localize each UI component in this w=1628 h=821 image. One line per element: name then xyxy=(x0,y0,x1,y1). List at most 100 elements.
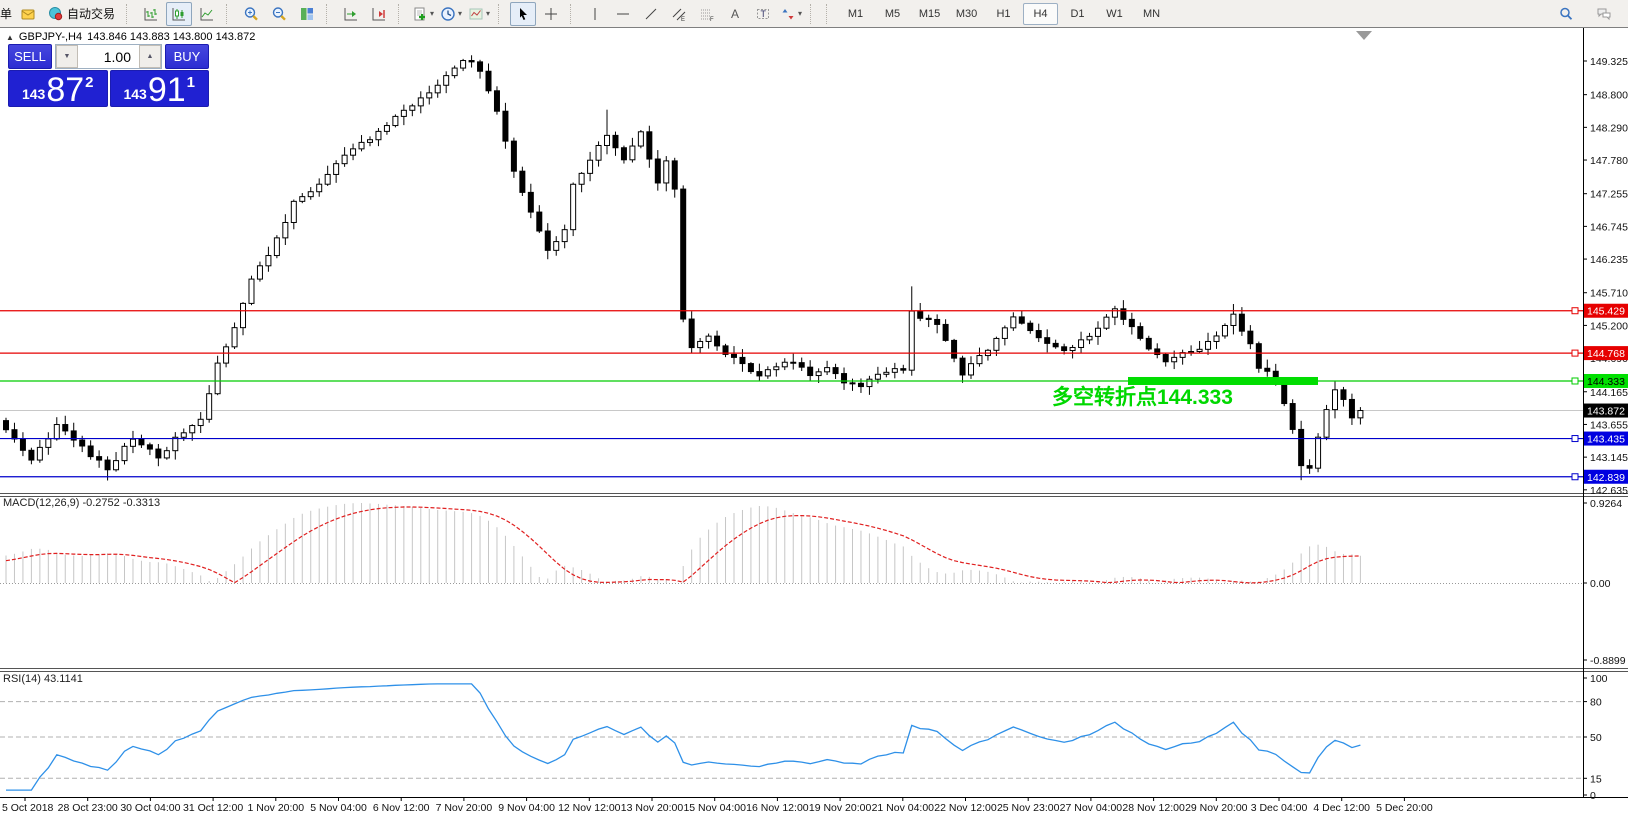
symbol-name: GBPJPY-,H4 xyxy=(18,31,83,43)
timeframe-M1[interactable]: M1 xyxy=(847,7,864,20)
timeframe-M30[interactable]: M30 xyxy=(955,7,978,20)
svg-text:144.768: 144.768 xyxy=(1587,348,1625,360)
svg-text:0: 0 xyxy=(1590,790,1596,802)
dropdown-arrow-icon[interactable]: ▾ xyxy=(430,9,435,18)
collapse-icon[interactable]: ▲ xyxy=(6,32,14,42)
timeframe-D1[interactable]: D1 xyxy=(1070,7,1085,20)
sell-price-sup: 2 xyxy=(85,74,94,91)
new-order-button[interactable] xyxy=(15,2,41,26)
line-chart-button[interactable] xyxy=(194,2,220,26)
text-icon: A xyxy=(731,7,739,21)
svg-text:148.290: 148.290 xyxy=(1590,122,1628,134)
autotrade-button xyxy=(49,6,63,20)
timeframe-M5[interactable]: M5 xyxy=(884,7,901,20)
search-button[interactable] xyxy=(1553,2,1579,26)
fibonacci-button[interactable]: F xyxy=(694,2,720,26)
dropdown-arrow-icon[interactable]: ▾ xyxy=(458,9,463,18)
timeframe-MN[interactable]: MN xyxy=(1142,7,1161,20)
svg-text:146.745: 146.745 xyxy=(1590,221,1628,233)
toolbar-separator xyxy=(398,3,405,24)
svg-text:15 Nov 04:00: 15 Nov 04:00 xyxy=(683,802,746,814)
equidistant-channel-icon: E xyxy=(672,8,686,22)
crosshair-icon xyxy=(545,7,558,20)
zoom-out-icon xyxy=(272,6,286,21)
dropdown-arrow-icon[interactable]: ▾ xyxy=(798,9,803,18)
svg-text:5 Dec 20:00: 5 Dec 20:00 xyxy=(1376,802,1433,814)
trendline-button[interactable] xyxy=(638,2,664,26)
bar-chart-button[interactable] xyxy=(138,2,164,26)
svg-text:T: T xyxy=(761,9,767,19)
vertical-line-icon xyxy=(594,7,596,20)
timeframe-M15[interactable]: M15 xyxy=(918,7,941,20)
candlestick-icon xyxy=(172,7,186,20)
indicators-button[interactable]: ▾ xyxy=(410,2,436,26)
timeframe-W1[interactable]: W1 xyxy=(1106,7,1123,20)
svg-text:144.165: 144.165 xyxy=(1590,387,1628,399)
price-axis[interactable] xyxy=(1584,28,1628,797)
tile-windows-button[interactable] xyxy=(294,2,320,26)
templates-button[interactable]: ▾ xyxy=(466,2,492,26)
fibonacci-icon: F xyxy=(701,9,714,22)
chart-shift-button[interactable] xyxy=(366,2,392,26)
svg-text:50: 50 xyxy=(1590,732,1602,744)
volume-input[interactable]: 1.00 xyxy=(103,48,131,65)
arrows-button[interactable]: ▾ xyxy=(778,2,804,26)
pivot-annotation-text[interactable]: 多空转折点144.333 xyxy=(1052,386,1233,409)
buy-button[interactable]: BUY xyxy=(165,44,209,69)
sell-price-display[interactable]: 143 87 2 xyxy=(8,70,108,107)
volume-decrease-button[interactable]: ▼ xyxy=(56,45,78,68)
label-button[interactable]: T xyxy=(750,2,776,26)
svg-text:22 Nov 12:00: 22 Nov 12:00 xyxy=(934,802,997,814)
autotrade-button-button[interactable]: 自动交易 xyxy=(43,2,120,26)
volume-increase-button[interactable]: ▲ xyxy=(139,45,161,68)
svg-text:7 Nov 20:00: 7 Nov 20:00 xyxy=(436,802,493,814)
periods-icon xyxy=(441,6,455,21)
indicators-icon xyxy=(414,7,425,20)
zoom-in-icon xyxy=(244,6,258,21)
new-order-icon xyxy=(21,9,35,19)
svg-text:0.00: 0.00 xyxy=(1590,578,1611,590)
time-axis[interactable] xyxy=(0,798,1628,821)
svg-text:-0.8899: -0.8899 xyxy=(1590,655,1626,667)
svg-text:3 Dec 04:00: 3 Dec 04:00 xyxy=(1251,802,1308,814)
zoom-in-button[interactable] xyxy=(238,2,264,26)
arrows-icon xyxy=(782,8,794,19)
timeframe-H1[interactable]: H1 xyxy=(996,7,1011,20)
svg-text:145.429: 145.429 xyxy=(1587,306,1625,318)
svg-text:0.9264: 0.9264 xyxy=(1590,498,1622,510)
svg-text:143.435: 143.435 xyxy=(1587,434,1625,446)
timeframe-H4[interactable]: H4 xyxy=(1023,2,1059,25)
chat-button[interactable] xyxy=(1591,2,1617,26)
menu-fragment[interactable]: 单 xyxy=(0,7,12,21)
periods-button[interactable]: ▾ xyxy=(438,2,464,26)
sell-price-prefix: 143 xyxy=(21,86,46,102)
cursor-button[interactable] xyxy=(510,1,537,26)
tile-windows-icon xyxy=(301,7,314,20)
text-button[interactable]: A xyxy=(722,2,748,26)
buy-price-display[interactable]: 143 91 1 xyxy=(109,70,209,107)
vertical-line-button[interactable] xyxy=(582,2,608,26)
auto-scroll-button[interactable] xyxy=(338,2,364,26)
sell-price-big: 87 xyxy=(46,71,85,109)
zoom-out-button[interactable] xyxy=(266,2,292,26)
svg-text:30 Oct 04:00: 30 Oct 04:00 xyxy=(120,802,180,814)
bar-chart-icon xyxy=(144,7,158,20)
svg-text:142.635: 142.635 xyxy=(1590,485,1628,497)
svg-text:28 Nov 12:00: 28 Nov 12:00 xyxy=(1122,802,1185,814)
horizontal-line-button[interactable] xyxy=(610,2,636,26)
svg-text:144.333: 144.333 xyxy=(1587,376,1625,388)
svg-text:27 Nov 04:00: 27 Nov 04:00 xyxy=(1060,802,1123,814)
dropdown-arrow-icon[interactable]: ▾ xyxy=(486,9,491,18)
chart-shift-icon xyxy=(372,7,386,20)
sell-button[interactable]: SELL xyxy=(8,44,52,69)
candlestick-button[interactable] xyxy=(166,1,193,26)
toolbar-separator xyxy=(326,3,333,24)
svg-text:15: 15 xyxy=(1590,773,1602,785)
search-icon xyxy=(1560,7,1573,20)
toolbar-separator xyxy=(226,3,233,24)
svg-text:F: F xyxy=(710,17,714,22)
equidistant-channel-button[interactable]: E xyxy=(666,2,692,26)
cursor-icon xyxy=(520,7,528,20)
crosshair-button[interactable] xyxy=(538,2,564,26)
